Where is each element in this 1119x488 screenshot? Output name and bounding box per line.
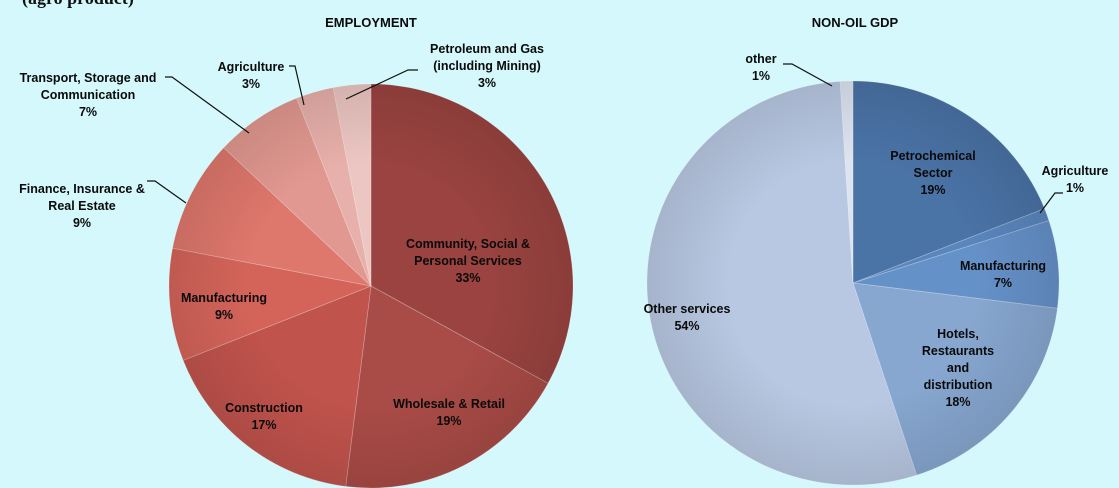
- employment-leader-line-4: [147, 181, 186, 203]
- employment-slice-label-7: Petroleum and Gas (including Mining) 3%: [430, 42, 544, 90]
- employment-pie-shade: [169, 84, 573, 488]
- employment-pie: EMPLOYMENT Community, Social & Personal S…: [19, 15, 573, 488]
- top-fragment-text: (agro product): [22, 0, 134, 9]
- non-oil-gdp-pie: NON-OIL GDP Petrochemical Sector 19%Agricu…: [644, 15, 1109, 485]
- non-oil-gdp-title: NON-OIL GDP: [812, 15, 899, 30]
- employment-slice-label-4: Finance, Insurance & Real Estate 9%: [19, 182, 145, 230]
- employment-slice-label-5: Transport, Storage and Communication 7%: [20, 71, 157, 119]
- gdp-slice-label-5: other 1%: [745, 52, 776, 83]
- employment-leader-line-5: [165, 77, 249, 133]
- employment-title: EMPLOYMENT: [325, 15, 417, 30]
- employment-slice-label-6: Agriculture 3%: [218, 60, 285, 91]
- gdp-slice-label-1: Agriculture 1%: [1042, 164, 1109, 195]
